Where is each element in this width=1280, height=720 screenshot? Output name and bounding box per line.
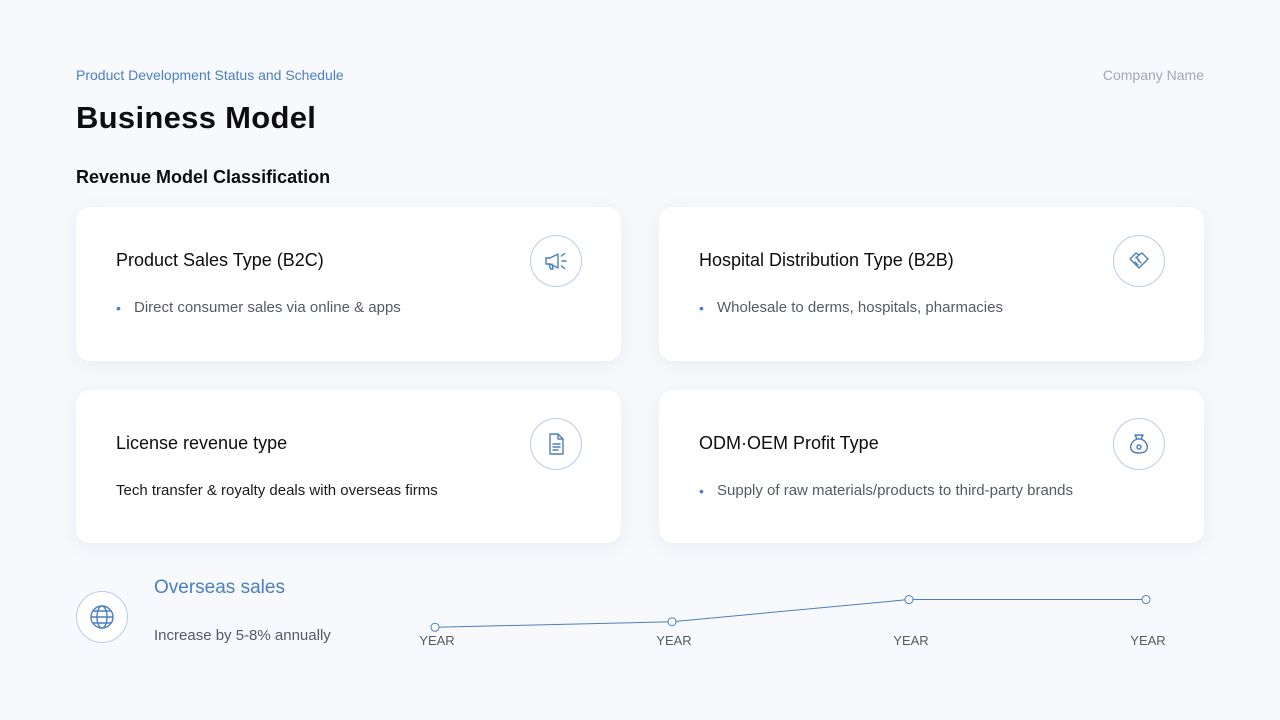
bullet: •: [699, 482, 704, 499]
revenue-card-odm-oem: ODM·OEM Profit Type • Supply of raw mate…: [659, 390, 1204, 543]
data-point: [1141, 595, 1151, 605]
card-title: License revenue type: [116, 433, 288, 453]
document-icon: [530, 418, 582, 470]
handshake-icon: [1113, 235, 1165, 287]
revenue-card-b2b: Hospital Distribution Type (B2B) • Whole…: [659, 207, 1204, 361]
card-description: • Wholesale to derms, hospitals, pharmac…: [699, 299, 1003, 316]
series-line: [434, 599, 1146, 628]
card-description: • Supply of raw materials/products to th…: [699, 482, 1073, 499]
card-description-text: Direct consumer sales via online & apps: [134, 299, 401, 316]
card-description-text: Wholesale to derms, hospitals, pharmacie…: [717, 299, 1003, 316]
overseas-sales-title: Overseas sales: [154, 577, 285, 598]
overseas-sales-description: Increase by 5-8% annually: [154, 627, 331, 644]
page-title: Business Model: [76, 100, 317, 135]
card-title: Hospital Distribution Type (B2B): [699, 250, 954, 270]
revenue-card-license: License revenue type Tech transfer & roy…: [76, 390, 621, 543]
globe-icon: [76, 591, 128, 643]
data-point: [667, 617, 677, 627]
card-title: ODM·OEM Profit Type: [699, 433, 879, 453]
card-description-text: Supply of raw materials/products to thir…: [717, 482, 1073, 499]
x-tick-label: YEAR: [656, 633, 692, 648]
data-point: [430, 622, 440, 632]
card-description-text: Tech transfer & royalty deals with overs…: [116, 482, 438, 499]
x-tick-label: YEAR: [893, 633, 929, 648]
x-tick-label: YEAR: [1130, 633, 1166, 648]
data-point: [904, 595, 914, 605]
megaphone-icon: [530, 235, 582, 287]
card-title: Product Sales Type (B2C): [116, 250, 324, 270]
company-name: Company Name: [1102, 67, 1204, 83]
x-tick-label: YEAR: [419, 633, 455, 648]
overseas-sales-trend-chart: [430, 595, 1151, 632]
card-description: • Direct consumer sales via online & app…: [116, 299, 401, 316]
bullet: •: [116, 299, 121, 316]
money-bag-icon: [1113, 418, 1165, 470]
card-description: Tech transfer & royalty deals with overs…: [116, 482, 438, 499]
revenue-card-b2c: Product Sales Type (B2C) • Direct consum…: [76, 207, 621, 361]
bullet: •: [699, 299, 704, 316]
breadcrumb: Product Development Status and Schedule: [76, 67, 344, 83]
section-title: Revenue Model Classification: [76, 167, 331, 187]
